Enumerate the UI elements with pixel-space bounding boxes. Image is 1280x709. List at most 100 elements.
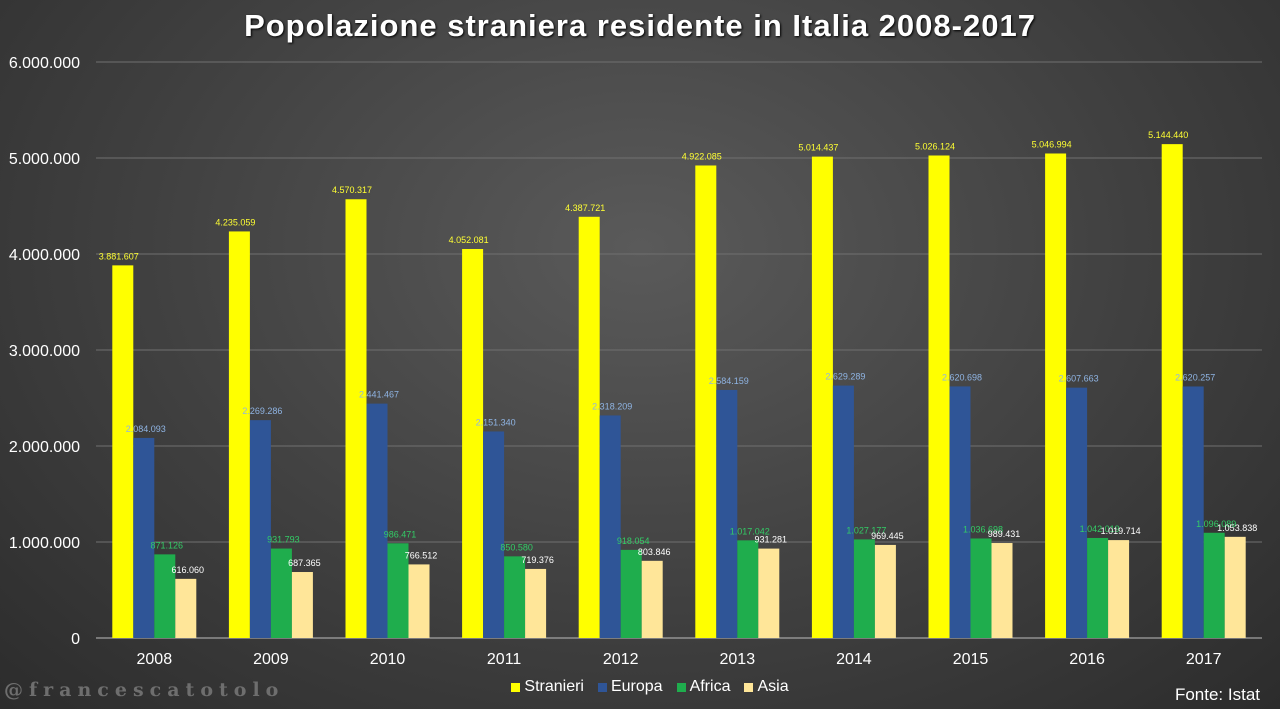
bar-europa (133, 437, 155, 638)
x-tick-label: 2015 (953, 651, 989, 668)
bar-stranieri (928, 155, 950, 638)
data-label-stranieri: 5.144.440 (1148, 130, 1188, 140)
bar-stranieri (112, 265, 134, 638)
legend: Stranieri Europa Africa Asia (0, 678, 1280, 696)
data-label-europa: 2.620.698 (942, 372, 982, 382)
bar-europa (366, 403, 388, 638)
legend-label: Stranieri (524, 678, 584, 695)
data-label-asia: 766.512 (405, 550, 438, 560)
bar-asia (991, 543, 1013, 638)
bar-asia (1224, 536, 1246, 638)
data-label-asia: 687.365 (288, 558, 321, 568)
x-axis: 2008 2009 2010 2011 2012 2013 2014 2015 2016 2017 (137, 651, 1222, 668)
bar-stranieri (462, 249, 484, 638)
bar-africa (270, 548, 292, 638)
bar-africa (504, 556, 526, 638)
bar-stranieri (695, 165, 717, 638)
data-label-europa: 2.084.093 (126, 424, 166, 434)
data-label-stranieri: 4.570.317 (332, 185, 372, 195)
legend-item-stranieri[interactable]: Stranieri (511, 678, 584, 696)
watermark: @francescatotolo (4, 679, 285, 701)
data-label-stranieri: 5.014.437 (798, 143, 838, 153)
y-tick-label: 5.000.000 (9, 151, 80, 168)
data-label-africa: 1.027.177 (846, 525, 886, 535)
bar-asia (175, 578, 197, 638)
x-tick-label: 2012 (603, 651, 639, 668)
data-label-africa: 871.126 (151, 540, 184, 550)
x-tick-label: 2010 (370, 651, 406, 668)
legend-swatch (744, 682, 754, 692)
data-label-europa: 2.151.340 (476, 417, 516, 427)
y-tick-label: 1.000.000 (9, 535, 80, 552)
bar-stranieri (578, 216, 600, 638)
bar-europa (1182, 386, 1204, 638)
bar-europa (599, 415, 621, 638)
bar-stranieri (1161, 144, 1183, 638)
bar-europa (249, 420, 271, 638)
data-label-stranieri: 4.387.721 (565, 203, 605, 213)
data-labels: 3.881.607 2.084.093 871.126 616.060 4.235.05… (99, 130, 1257, 575)
bar-asia (874, 544, 896, 638)
bar-asia (408, 564, 430, 638)
bar-asia (1108, 540, 1130, 638)
data-label-europa: 2.607.663 (1059, 374, 1099, 384)
bars (112, 144, 1246, 639)
x-tick-label: 2009 (253, 651, 289, 668)
y-tick-label: 3.000.000 (9, 343, 80, 360)
data-label-asia: 719.376 (521, 555, 554, 565)
legend-label: Africa (689, 678, 731, 695)
y-tick-label: 4.000.000 (9, 247, 80, 264)
bar-africa (737, 540, 759, 638)
data-label-africa: 918.054 (617, 536, 650, 546)
bar-stranieri (228, 231, 250, 639)
bar-europa (1066, 387, 1088, 638)
data-label-asia: 969.445 (871, 531, 904, 541)
source-note: Fonte: Istat (1174, 685, 1260, 704)
x-tick-label: 2013 (720, 651, 756, 668)
legend-item-asia[interactable]: Asia (744, 678, 789, 696)
bar-europa (832, 385, 854, 638)
bar-europa (716, 389, 738, 638)
x-tick-label: 2014 (836, 651, 872, 668)
y-tick-label: 0 (71, 631, 80, 648)
data-label-stranieri: 5.046.994 (1032, 139, 1072, 149)
x-tick-label: 2008 (137, 651, 173, 668)
data-label-africa: 1.036.698 (963, 524, 1003, 534)
data-label-stranieri: 5.026.124 (915, 141, 955, 151)
legend-swatch (676, 682, 686, 692)
data-label-asia: 989.431 (988, 529, 1021, 539)
data-label-stranieri: 4.235.059 (215, 217, 255, 227)
bar-asia (525, 568, 547, 638)
data-label-africa: 986.471 (384, 529, 417, 539)
data-label-asia: 1.019.714 (1101, 526, 1141, 536)
x-tick-label: 2016 (1069, 651, 1105, 668)
data-label-asia: 1.053.838 (1217, 523, 1257, 533)
data-label-africa: 1.096.089 (1196, 519, 1236, 529)
bar-stranieri (1045, 153, 1067, 638)
legend-swatch (597, 682, 607, 692)
data-label-africa: 931.793 (267, 535, 300, 545)
bar-europa (483, 431, 505, 638)
legend-swatch (511, 682, 521, 692)
bar-africa (853, 539, 875, 638)
legend-item-europa[interactable]: Europa (597, 678, 663, 696)
data-label-africa: 1.017.042 (730, 526, 770, 536)
bar-stranieri (811, 156, 833, 638)
data-label-europa: 2.318.209 (592, 401, 632, 411)
legend-item-africa[interactable]: Africa (676, 678, 731, 696)
bar-stranieri (345, 199, 367, 638)
legend-label: Asia (757, 678, 789, 695)
bar-asia (758, 548, 780, 638)
bar-asia (641, 560, 663, 638)
legend-label: Europa (610, 678, 663, 695)
data-label-europa: 2.269.286 (242, 406, 282, 416)
data-label-stranieri: 3.881.607 (99, 251, 139, 261)
data-label-europa: 2.584.159 (709, 376, 749, 386)
y-tick-label: 2.000.000 (9, 439, 80, 456)
bar-africa (620, 549, 642, 638)
x-tick-label: 2011 (487, 651, 522, 668)
y-tick-label: 6.000.000 (9, 55, 80, 72)
data-label-asia: 931.281 (755, 535, 788, 545)
data-label-asia: 616.060 (172, 565, 205, 575)
data-label-asia: 803.846 (638, 547, 671, 557)
